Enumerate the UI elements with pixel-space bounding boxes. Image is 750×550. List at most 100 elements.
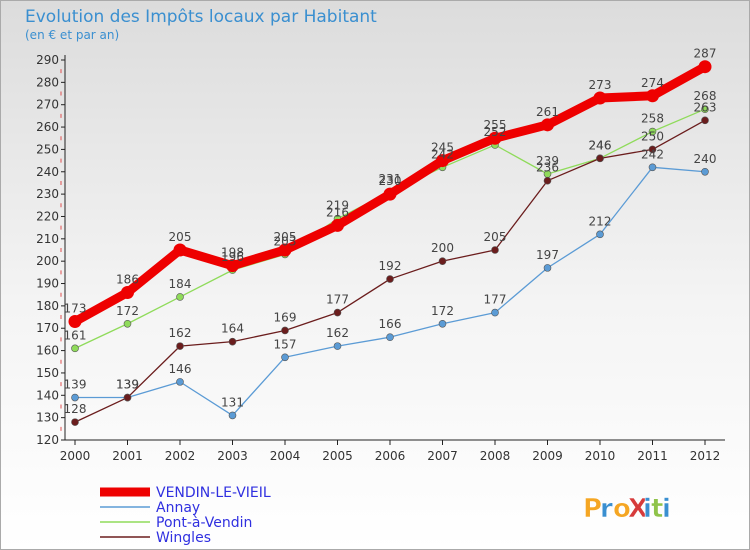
data-point-wingles [228,337,237,346]
data-label-vendin-le-vieil: 245 [431,141,454,155]
data-point-vendin-le-vieil [226,259,239,273]
data-label-wingles: 192 [379,259,402,273]
data-label-annay: 197 [536,248,559,262]
x-tick-label: 2009 [532,449,563,463]
series-layer [68,60,712,426]
y-tick-label: 280 [36,75,59,89]
data-label-annay: 177 [484,293,507,307]
x-tick-label: 2008 [480,449,511,463]
data-label-annay: 172 [431,304,454,318]
data-label-annay: 157 [274,337,297,351]
data-point-annay [333,342,342,350]
data-label-vendin-le-vieil: 255 [484,118,507,132]
y-tick-label: 270 [36,98,59,112]
data-point-annay [701,167,709,176]
data-label-vendin-le-vieil: 186 [116,272,139,286]
data-point-pont-a-vendin [648,127,657,136]
data-point-annay [176,378,184,386]
data-label-vendin-le-vieil: 230 [379,174,402,188]
y-tick-label: 140 [36,388,59,402]
data-point-annay [281,353,289,362]
y-tick-label: 120 [36,433,59,447]
data-point-annay [596,230,604,239]
data-point-annay [71,393,79,402]
data-label-wingles: 177 [326,293,349,307]
brand-letter: i [662,494,671,524]
data-label-vendin-le-vieil: 198 [221,246,244,260]
data-point-wingles [386,275,394,283]
x-tick-label: 2006 [375,449,406,463]
y-tick-label: 200 [36,254,59,268]
data-label-vendin-le-vieil: 205 [274,230,297,244]
brand-letter: X [628,494,648,524]
data-point-vendin-le-vieil [488,131,502,145]
data-point-pont-a-vendin [176,293,184,301]
data-point-annay [386,333,394,341]
data-point-pont-a-vendin [701,105,709,113]
data-point-vendin-le-vieil [278,243,292,257]
data-point-pont-a-vendin [71,344,79,353]
legend-label-annay: Annay [156,500,200,516]
x-tick-label: 2011 [637,449,668,463]
y-tick-label: 240 [36,165,59,179]
data-point-vendin-le-vieil [68,315,82,329]
x-tick-label: 2001 [112,449,143,463]
legend-label-pont-a-vendin: Pont-à-Vendin [156,515,252,531]
data-label-pont-a-vendin: 258 [641,112,664,126]
y-tick-label: 160 [36,344,59,358]
y-tick-label: 290 [36,53,59,67]
data-point-vendin-le-vieil [646,89,659,103]
chart-title: Evolution des Impôts locaux par Habitant [25,7,377,27]
data-label-wingles: 200 [431,241,454,255]
data-point-vendin-le-vieil [593,91,607,105]
x-tick-label: 2007 [427,449,458,463]
data-label-pont-a-vendin: 246 [589,138,612,152]
data-label-vendin-le-vieil: 216 [326,205,349,219]
data-label-wingles: 128 [64,402,87,416]
data-point-vendin-le-vieil [541,118,554,132]
data-label-pont-a-vendin: 196 [221,250,244,264]
data-label-pont-a-vendin: 203 [274,234,297,248]
data-label-wingles: 250 [641,129,664,143]
data-label-pont-a-vendin: 268 [694,89,717,103]
data-label-wingles: 169 [274,310,297,324]
data-point-vendin-le-vieil [383,187,397,201]
brand-letter: o [613,494,631,524]
data-point-annay [543,264,552,272]
y-tick-label: 150 [36,366,59,380]
data-labels-layer: 139 139 146 131 157 162 166 172 177 197 212 242 240 1… [64,47,717,416]
y-tick-label: 220 [36,209,59,223]
y-tick-label: 170 [36,321,59,335]
data-point-wingles [648,145,657,154]
data-point-wingles [281,326,289,335]
data-label-pont-a-vendin: 161 [64,328,87,342]
data-label-annay: 139 [64,378,87,392]
y-tick-label: 210 [36,232,59,246]
data-label-wingles: 139 [116,378,139,392]
brand-letter: r [600,494,613,524]
data-point-vendin-le-vieil [698,60,712,74]
data-label-pont-a-vendin: 219 [326,199,349,213]
data-label-wingles: 164 [221,322,244,336]
data-label-pont-a-vendin: 231 [379,172,402,186]
y-tick-label: 130 [36,411,59,425]
data-point-vendin-le-vieil [121,285,134,299]
data-point-vendin-le-vieil [436,154,449,168]
data-label-pont-a-vendin: 242 [431,147,454,161]
y-tick-label: 250 [36,142,59,156]
data-point-wingles [71,418,79,426]
data-point-annay [228,411,237,420]
legend-label-wingles: Wingles [156,530,211,546]
data-label-pont-a-vendin: 172 [116,304,139,318]
axes: 120 130 140 150 160 170 180 190 200 210 220 230 240 2… [36,53,725,463]
x-tick-label: 2012 [690,449,721,463]
legend-label-vendin-le-vieil: VENDIN-LE-VIEIL [156,485,271,501]
x-tick-label: 2004 [270,449,301,463]
data-label-vendin-le-vieil: 173 [64,302,87,316]
y-tick-label: 190 [36,277,59,291]
data-label-vendin-le-vieil: 274 [641,76,664,90]
brand-letter: i [643,494,652,524]
brand-letter: P [583,494,602,524]
